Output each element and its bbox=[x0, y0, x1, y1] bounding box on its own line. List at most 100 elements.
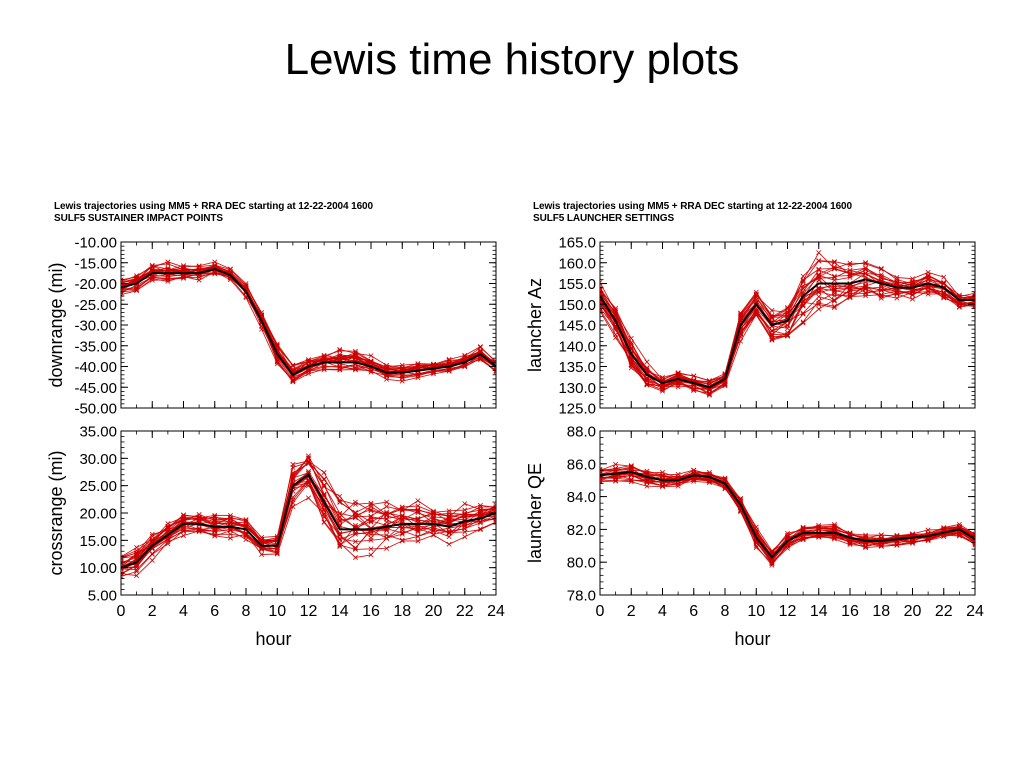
ensemble-point bbox=[847, 531, 853, 537]
ensemble-point bbox=[165, 527, 171, 533]
ensemble-point bbox=[462, 364, 468, 370]
chart-launcher_qe: 88.086.084.082.080.078.00 2 4 6 8 10 12 14 16 18 2… bbox=[525, 424, 984, 650]
ensemble-point bbox=[368, 535, 374, 541]
ensemble-point bbox=[446, 529, 452, 535]
ensemble-point bbox=[306, 458, 311, 464]
ensemble-point bbox=[493, 368, 496, 374]
ensemble-point bbox=[660, 469, 665, 475]
ensemble-point bbox=[800, 299, 806, 305]
ensemble-point bbox=[337, 532, 343, 538]
x-tick-label: 20 bbox=[425, 603, 443, 620]
ensemble-point bbox=[306, 459, 311, 465]
y-tick-label: -35.00 bbox=[74, 338, 117, 355]
y-tick-label: -40.00 bbox=[74, 359, 117, 376]
ensemble-point bbox=[337, 530, 343, 536]
ensemble-point bbox=[415, 538, 421, 544]
ensemble-point bbox=[352, 355, 358, 361]
ensemble-point bbox=[149, 557, 155, 563]
ensemble-point bbox=[321, 357, 327, 363]
ensemble-point bbox=[753, 543, 759, 549]
left-header-line2: SULF5 SUSTAINER IMPACT POINTS bbox=[54, 213, 223, 224]
ensemble-point bbox=[431, 508, 436, 514]
ensemble-point bbox=[462, 507, 468, 513]
ensemble-point bbox=[738, 312, 744, 318]
ensemble-point bbox=[337, 354, 343, 360]
ensemble-point bbox=[368, 529, 374, 535]
x-tick-label: 22 bbox=[935, 603, 953, 620]
ensemble-point bbox=[863, 271, 869, 277]
ensemble-point bbox=[847, 268, 853, 274]
ensemble-point bbox=[196, 527, 202, 533]
ensemble-point bbox=[352, 515, 358, 521]
ensemble-point bbox=[477, 348, 483, 353]
y-tick-label: 25.00 bbox=[79, 478, 117, 495]
ensemble-point bbox=[691, 377, 697, 383]
ensemble-point bbox=[165, 526, 171, 531]
y-tick-label: 35.00 bbox=[79, 424, 117, 441]
x-tick-label: 24 bbox=[487, 603, 505, 620]
ensemble-point bbox=[368, 353, 374, 359]
ensemble-point bbox=[446, 514, 452, 520]
y-tick-label: 160.0 bbox=[558, 255, 596, 272]
ensemble-point bbox=[165, 524, 171, 529]
ensemble-point bbox=[121, 571, 124, 577]
ensemble-point bbox=[691, 373, 697, 379]
ensemble-point bbox=[352, 501, 358, 507]
ensemble-point bbox=[384, 362, 390, 368]
ensemble-point bbox=[613, 475, 619, 481]
ensemble-point bbox=[831, 526, 837, 532]
ensemble-point bbox=[321, 477, 327, 483]
ensemble-point bbox=[352, 531, 358, 537]
ensemble-point bbox=[753, 545, 759, 550]
ensemble-member-line bbox=[600, 474, 975, 565]
ensemble-point bbox=[181, 528, 186, 533]
ensemble-point bbox=[493, 359, 496, 365]
y-tick-label: 15.00 bbox=[79, 533, 117, 550]
ensemble-point bbox=[894, 295, 900, 301]
ensemble-point bbox=[613, 465, 619, 471]
ensemble-point bbox=[863, 284, 869, 289]
x-tick-label: 6 bbox=[210, 603, 219, 620]
ensemble-point bbox=[972, 302, 975, 307]
ensemble-point bbox=[925, 285, 931, 291]
ensemble-point bbox=[816, 294, 822, 300]
ensemble-point bbox=[290, 362, 296, 368]
ensemble-point bbox=[134, 550, 140, 556]
mean-line bbox=[600, 278, 975, 389]
ensemble-point bbox=[831, 277, 837, 283]
ensemble-point bbox=[972, 293, 975, 299]
ensemble-member-line bbox=[600, 477, 975, 561]
ensemble-point bbox=[847, 273, 853, 279]
ensemble-point bbox=[816, 258, 822, 264]
ensemble-point bbox=[816, 250, 822, 256]
ensemble-point bbox=[368, 519, 374, 525]
ensemble-point bbox=[941, 279, 947, 285]
ensemble-member-line bbox=[121, 268, 496, 375]
y-tick-label: 165.0 bbox=[558, 235, 596, 252]
ensemble-point bbox=[644, 478, 650, 484]
ensemble-point bbox=[227, 520, 233, 526]
ensemble-point bbox=[910, 539, 915, 545]
ensemble-point bbox=[121, 287, 124, 293]
ensemble-point bbox=[290, 379, 296, 385]
ensemble-point bbox=[863, 293, 869, 299]
ensemble-point bbox=[321, 366, 327, 372]
ensemble-point bbox=[384, 535, 390, 541]
ensemble-point bbox=[337, 366, 343, 372]
ensemble-point bbox=[399, 375, 405, 381]
ensemble-point bbox=[399, 538, 405, 544]
y-tick-label: 10.00 bbox=[79, 560, 117, 577]
ensemble-point bbox=[227, 266, 233, 272]
y-tick-label: 125.0 bbox=[558, 401, 596, 418]
ensemble-point bbox=[384, 499, 390, 505]
ensemble-point bbox=[134, 545, 140, 550]
ensemble-point bbox=[165, 259, 171, 265]
ensemble-point bbox=[352, 545, 358, 551]
x-tick-label: 4 bbox=[658, 603, 667, 620]
ensemble-point bbox=[431, 509, 436, 515]
y-tick-label: 130.0 bbox=[558, 380, 596, 397]
ensemble-point bbox=[477, 502, 483, 508]
y-tick-label: -10.00 bbox=[74, 235, 117, 252]
ensemble-point bbox=[399, 525, 405, 531]
